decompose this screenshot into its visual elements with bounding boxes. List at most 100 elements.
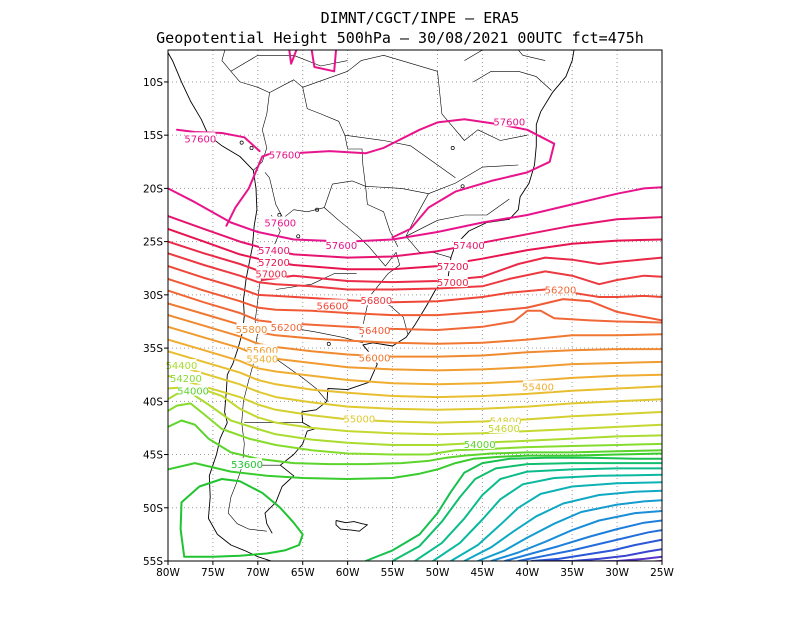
contour-label-background (523, 380, 554, 392)
border-brazil-states-4 (405, 193, 451, 258)
contour-label-background (258, 255, 289, 267)
contour-label: 57600 (184, 134, 216, 145)
contour-label-background (265, 216, 296, 228)
contour-label-background (361, 294, 392, 306)
contour-52400 (463, 489, 662, 561)
latitude-tick-label: 35S (143, 343, 163, 355)
contour-label: 57600 (493, 117, 525, 128)
contour-label-background (488, 421, 519, 433)
contour-label-background (236, 322, 267, 334)
contour-label: 57000 (437, 278, 469, 289)
island-marker (315, 207, 320, 212)
latitude-tick-label: 10S (143, 77, 163, 89)
contour-label: 55400 (246, 355, 278, 366)
contour-55400 (168, 338, 662, 386)
longitude-tick-label: 65W (291, 567, 315, 579)
contour-label-background (326, 238, 357, 250)
contour-label-background (170, 371, 201, 383)
contour-label: 57200 (437, 262, 469, 273)
longitude-axis: 80W 75W 70W 65W 60W 55W 50W 45W 40W 35W 30W 25W (156, 561, 674, 579)
border-brazil-states-5 (405, 198, 510, 237)
contour-label: 54600 (488, 424, 520, 435)
border-brazil-states-6 (437, 71, 528, 141)
contour-label: 54000 (464, 440, 496, 451)
contour-56200 (168, 289, 662, 331)
longitude-tick-label: 45W (470, 567, 494, 579)
map-title-line-2: Geopotential Height 500hPa – 30/08/2021 … (156, 29, 644, 47)
latitude-tick-label: 45S (143, 450, 163, 462)
contour-54600 (168, 385, 662, 436)
border-brazil-states-2 (344, 134, 456, 179)
island-marker (249, 145, 254, 150)
contour-53800 (168, 452, 662, 480)
contour-label: 54200 (170, 374, 202, 385)
contour-label-background (490, 414, 521, 426)
longitude-tick-label: 75W (201, 567, 225, 579)
contour-label-background (269, 148, 300, 160)
latitude-tick-label: 25S (143, 237, 163, 249)
contour-54400 (168, 391, 662, 446)
longitude-tick-label: 25W (650, 567, 674, 579)
coastline-south-america-pacific-coast (168, 51, 275, 561)
latitude-axis: 10S 15S 20S 25S 30S 35S 40S 45S 50S 55S (143, 77, 168, 568)
contour-label-background (359, 351, 390, 363)
contour-label: 57600 (325, 241, 357, 252)
contour-53200 (391, 462, 662, 561)
border-peru-bolivia-brazil (221, 50, 270, 171)
contour-57200 (168, 227, 662, 271)
longitude-tick-label: 40W (515, 567, 539, 579)
contour-label-background (545, 283, 576, 295)
coastline-south-america-atlantic-coast (264, 50, 575, 534)
contour-label: 54000 (177, 387, 209, 398)
contour-56600 (168, 265, 662, 304)
contour-label-background (317, 299, 348, 311)
contour-51200 (544, 548, 662, 561)
latitude-tick-label: 15S (143, 130, 163, 142)
contour-56800 (168, 252, 662, 291)
contour-label: 56800 (360, 296, 392, 307)
contour-label: 57400 (453, 241, 485, 252)
contour-label-background (247, 352, 278, 364)
contour-label-background (166, 359, 197, 371)
border-argentina-provinces-3 (275, 358, 328, 402)
contour-57600 (168, 186, 662, 243)
contour-55200 (168, 350, 662, 399)
latitude-tick-label: 55S (143, 556, 163, 568)
contour-label: 54400 (166, 361, 198, 372)
island-marker (450, 145, 455, 150)
contour-52000 (490, 510, 662, 561)
contour-label-background (494, 115, 525, 127)
contour-label: 57600 (264, 218, 296, 229)
island-marker (239, 140, 244, 145)
contour-lines (168, 50, 662, 561)
plot-frame (167, 49, 663, 562)
longitude-tick-label: 30W (605, 567, 629, 579)
latitude-tick-label: 20S (143, 183, 163, 195)
contour-label-background (247, 344, 278, 356)
map-title-line-1: DIMNT/CGCT/INPE – ERA5 (321, 9, 520, 27)
latitude-tick-label: 50S (143, 503, 163, 515)
contour-57400 (168, 215, 662, 259)
border-brazil-states-7 (473, 71, 552, 91)
longitude-tick-label: 50W (426, 567, 450, 579)
contour-label-background (232, 458, 263, 470)
contour-label-background (344, 412, 375, 424)
island-marker (460, 184, 465, 189)
contour-label-background (258, 244, 289, 256)
contour-53000 (414, 467, 662, 561)
coastline-falkland-islands (335, 520, 368, 532)
contour-51000 (562, 555, 662, 561)
longitude-tick-label: 35W (560, 567, 584, 579)
contour-label: 56400 (359, 326, 391, 337)
contour-label: 57400 (258, 246, 290, 257)
contour-label-background (359, 323, 390, 335)
longitude-tick-label: 55W (381, 567, 405, 579)
contour-label: 56200 (271, 323, 303, 334)
contour-label: 57000 (255, 270, 287, 281)
latitude-tick-label: 40S (143, 396, 163, 408)
contour-label-background (453, 238, 484, 250)
contour-label: 56000 (359, 354, 391, 365)
